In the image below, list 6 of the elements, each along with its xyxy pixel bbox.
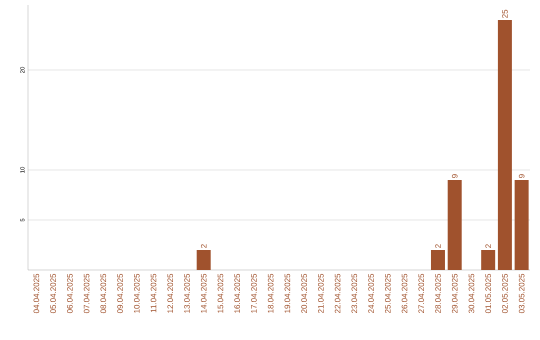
bar — [498, 20, 512, 270]
bar — [430, 250, 445, 270]
bar — [196, 250, 211, 270]
bar — [514, 180, 529, 270]
bar — [481, 250, 496, 270]
bar — [448, 180, 462, 270]
